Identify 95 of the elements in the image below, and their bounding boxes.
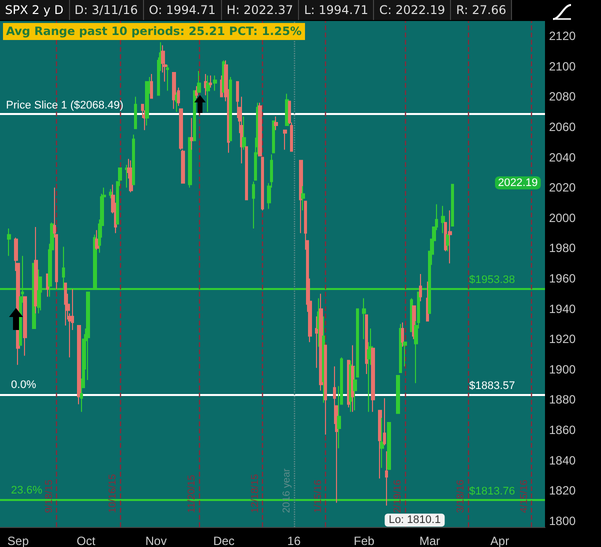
candlestick bbox=[188, 137, 192, 188]
x-tick-label: Nov bbox=[145, 534, 167, 547]
text: H: 2022.37 bbox=[222, 0, 300, 20]
candlestick bbox=[301, 186, 305, 211]
candlestick bbox=[150, 74, 153, 99]
candlestick bbox=[401, 322, 404, 348]
candlestick bbox=[383, 398, 386, 446]
ref-line-label: Price Slice 1 ($2068.49) bbox=[6, 100, 124, 112]
candlestick bbox=[166, 64, 169, 92]
candlestick bbox=[378, 410, 382, 480]
y-tick-label: 2000 bbox=[549, 210, 576, 225]
candlestick bbox=[419, 274, 422, 302]
ref-line-label: 12/18/15 bbox=[250, 474, 261, 513]
candlestick bbox=[175, 92, 178, 112]
ref-line-label: 11/20/15 bbox=[186, 474, 198, 513]
candlestick bbox=[132, 134, 135, 186]
candlestick bbox=[77, 325, 81, 405]
x-tick-label: 16 bbox=[287, 534, 301, 547]
ref-line-label: 4/15/16 bbox=[518, 479, 530, 513]
y-tick-label: 1820 bbox=[549, 484, 576, 498]
candlestick bbox=[396, 375, 400, 414]
candlestick bbox=[145, 81, 149, 126]
candlestick bbox=[213, 75, 217, 92]
y-tick-label: 2100 bbox=[549, 59, 576, 74]
ref-line-label: 2016 year bbox=[281, 468, 292, 513]
x-tick-label: Oct bbox=[76, 534, 96, 547]
candlestick bbox=[125, 164, 128, 188]
candlestick bbox=[380, 417, 384, 468]
x-tick-label: Mar bbox=[419, 534, 440, 547]
y-tick-label: 1940 bbox=[549, 302, 576, 316]
candlestick bbox=[7, 228, 11, 256]
candlestick bbox=[448, 210, 452, 264]
text: D: 3/11/16 bbox=[70, 0, 144, 20]
candlestick bbox=[34, 226, 38, 314]
candlestick bbox=[274, 116, 278, 131]
ref-line-label: $1883.57 bbox=[469, 380, 515, 392]
candlestick bbox=[197, 70, 201, 93]
candlestick bbox=[64, 282, 67, 326]
text: R: 27.66 bbox=[451, 0, 512, 20]
candlestick bbox=[283, 130, 287, 150]
annotation: 2022.19 bbox=[498, 176, 538, 189]
candlestick bbox=[195, 86, 198, 99]
y-tick-label: 1880 bbox=[549, 392, 576, 407]
y-tick-label: 2080 bbox=[549, 90, 576, 104]
candlestick bbox=[387, 422, 391, 470]
candlestick bbox=[245, 146, 248, 200]
x-tick-label: Dec bbox=[213, 534, 235, 547]
annotation: 0.0% bbox=[11, 378, 36, 391]
annotation: 23.6% bbox=[11, 484, 42, 497]
x-tick-label: Feb bbox=[354, 534, 375, 547]
ref-line-label: 2/19/16 bbox=[392, 479, 404, 513]
y-tick-label: 1840 bbox=[549, 453, 576, 468]
text: L: 1994.71 bbox=[299, 0, 374, 20]
candlestick bbox=[37, 268, 40, 314]
candlestick bbox=[362, 298, 366, 340]
candlestick bbox=[426, 281, 429, 322]
chart-title: SPX 2 y D bbox=[0, 0, 70, 20]
y-tick-label: 1860 bbox=[549, 423, 576, 438]
candlestick bbox=[272, 120, 275, 154]
ref-line-label: 9/18/15 bbox=[44, 479, 56, 513]
ref-line-label: $1953.38 bbox=[469, 274, 515, 286]
candlestick bbox=[23, 296, 27, 356]
candlestick bbox=[193, 90, 196, 142]
candlestick bbox=[371, 348, 375, 412]
candlestick bbox=[242, 116, 246, 150]
text: O: 1994.71 bbox=[144, 0, 222, 20]
y-tick-label: 2120 bbox=[549, 29, 576, 44]
y-tick-label: 2060 bbox=[549, 120, 576, 134]
annotation: Avg Range past 10 periods: 25.21 PCT: 1.25% bbox=[3, 23, 305, 40]
candlestick bbox=[252, 181, 255, 230]
y-tick-label: 1980 bbox=[549, 241, 576, 256]
candlestick bbox=[190, 117, 194, 150]
y-tick-label: 1800 bbox=[549, 514, 576, 528]
candlestick bbox=[365, 314, 368, 374]
candlestick bbox=[209, 75, 212, 88]
text: C: 2022.19 bbox=[374, 0, 452, 20]
candlestick bbox=[299, 160, 303, 234]
ref-line-label: $1813.76 bbox=[469, 486, 515, 498]
candlestick bbox=[172, 72, 176, 110]
y-tick-label: 2020 bbox=[549, 180, 576, 195]
candlestick bbox=[95, 230, 99, 250]
y-tick-label: 2040 bbox=[549, 150, 576, 164]
candlestick bbox=[451, 184, 454, 226]
y-tick-label: 1920 bbox=[549, 332, 576, 346]
candlestick bbox=[385, 450, 388, 506]
candlestick bbox=[229, 76, 232, 142]
candlestick bbox=[134, 96, 137, 130]
candlestick bbox=[441, 205, 445, 234]
ref-line-label: 1/15/16 bbox=[313, 479, 324, 513]
ref-line-label: 10/16/15 bbox=[107, 474, 118, 513]
ref-line-label: 3/18/16 bbox=[456, 479, 467, 513]
annotation: Lo: 1810.1 bbox=[388, 514, 441, 526]
y-tick-label: 1960 bbox=[549, 272, 576, 286]
y-tick-label: 1900 bbox=[549, 362, 576, 376]
candlestick bbox=[206, 75, 210, 112]
